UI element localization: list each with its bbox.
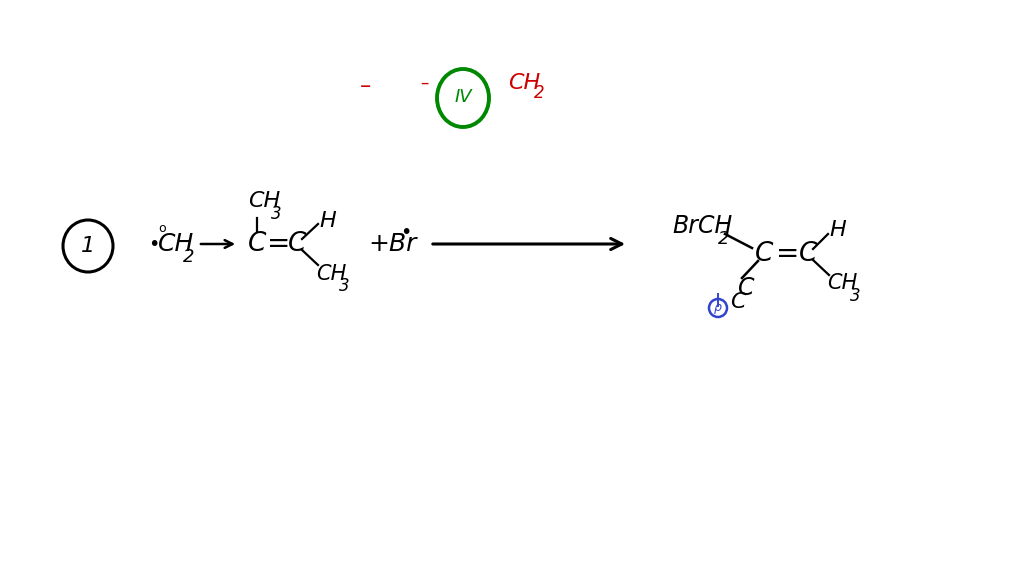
Text: 3: 3	[339, 277, 349, 295]
Text: =: =	[776, 240, 800, 268]
Text: =: =	[267, 230, 291, 258]
Text: BrCH: BrCH	[672, 214, 732, 238]
Text: –: –	[360, 76, 372, 96]
Text: C: C	[738, 276, 755, 300]
Text: CH: CH	[158, 232, 195, 256]
Text: CH: CH	[508, 73, 541, 93]
Text: •: •	[400, 222, 412, 241]
Text: IV: IV	[455, 88, 472, 106]
Text: H: H	[319, 211, 336, 231]
Text: C: C	[730, 292, 745, 312]
Text: o: o	[158, 222, 166, 234]
Text: C: C	[755, 241, 773, 267]
Text: –: –	[420, 74, 428, 92]
Text: 3: 3	[850, 287, 860, 305]
Text: 2: 2	[534, 84, 545, 102]
Text: C: C	[288, 231, 306, 257]
Text: 2: 2	[183, 248, 195, 266]
Text: ρ: ρ	[714, 301, 722, 314]
Text: CH: CH	[316, 264, 346, 284]
Text: +Br: +Br	[368, 232, 417, 256]
Text: 2: 2	[718, 230, 729, 248]
Text: •: •	[148, 234, 160, 253]
Text: 3: 3	[271, 205, 282, 223]
Text: CH: CH	[248, 191, 281, 211]
Text: H: H	[829, 220, 846, 240]
Text: C: C	[799, 241, 817, 267]
Text: C: C	[248, 231, 266, 257]
Text: CH: CH	[827, 273, 857, 293]
Text: 1: 1	[81, 236, 95, 256]
